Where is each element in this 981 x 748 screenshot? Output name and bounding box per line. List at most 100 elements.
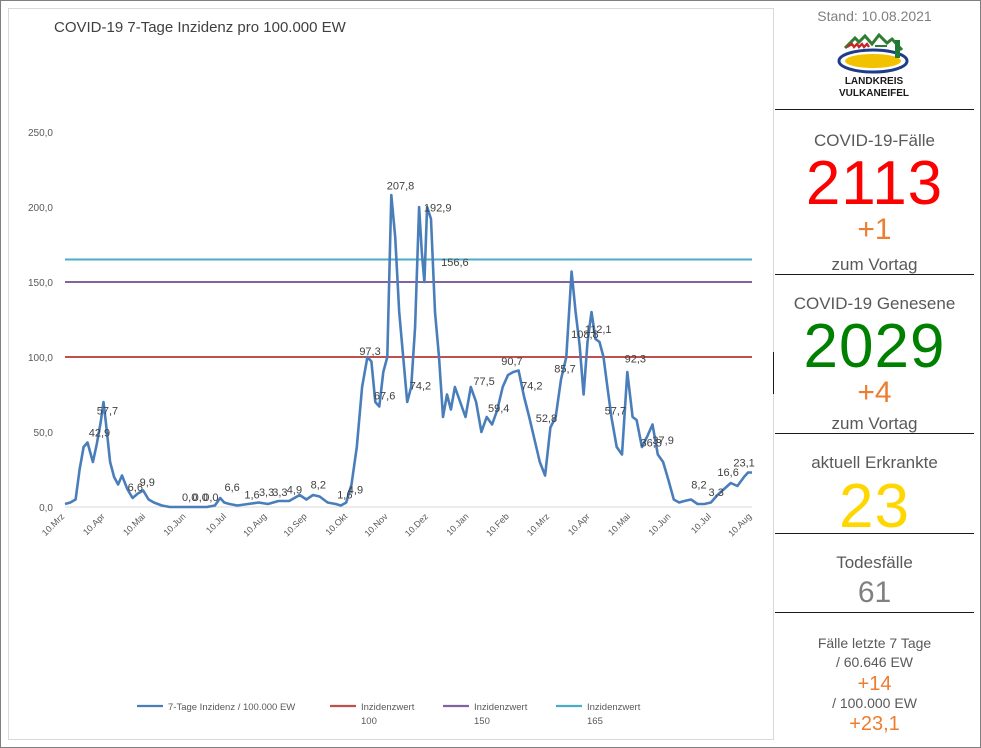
data-label: 8,2: [691, 480, 706, 492]
data-label: 52,8: [536, 413, 557, 425]
landkreis-logo-icon: LANDKREIS VULKANEIFEL: [837, 32, 909, 99]
stats-panel: Stand: 10.08.2021 LANDKREIS VULKANEIFEL …: [775, 0, 974, 748]
data-label: 6,6: [128, 482, 143, 494]
y-tick-label: 50,0: [34, 428, 54, 439]
incidence-series-line: [64, 193, 752, 509]
data-label: 85,7: [554, 363, 575, 375]
data-label: 97,3: [359, 346, 380, 358]
week-label: Fälle letzte 7 Tage: [817, 635, 932, 651]
data-label: 23,1: [733, 457, 754, 469]
logo-text-vulkaneifel: VULKANEIFEL: [839, 88, 909, 99]
data-label: 74,2: [410, 381, 431, 393]
x-tick-label: 10.Nov: [362, 511, 390, 539]
week-cases-value: +14: [857, 673, 892, 695]
separator: [775, 612, 974, 613]
data-label: 9,9: [140, 477, 155, 489]
reference-lines: [65, 258, 752, 358]
week-population-label: / 60.646 EW: [835, 654, 914, 670]
panel-divider-mark: [773, 352, 774, 394]
data-label: 156,6: [441, 257, 469, 269]
separator: [775, 109, 974, 110]
deaths-label: Todesfälle: [836, 553, 913, 572]
x-tick-label: 10.Dez: [403, 511, 431, 539]
week-per-100k-label: / 100.000 EW: [832, 695, 917, 711]
incidence-chart: COVID-19 7-Tage Inzidenz pro 100.000 EW …: [8, 8, 774, 740]
data-label: 57,7: [605, 405, 626, 417]
y-tick-label: 250,0: [28, 128, 53, 139]
legend-label: 7-Tage Inzidenz / 100.000 EW: [168, 702, 295, 713]
deaths-value: 61: [857, 576, 892, 609]
data-label: 3,3: [709, 487, 724, 499]
separator: [775, 433, 974, 434]
legend-label: Inzidenzwert: [587, 702, 641, 713]
x-tick-label: 10.Mrz: [525, 511, 552, 538]
data-label: 112,1: [585, 324, 612, 336]
data-label: 0,0: [203, 492, 218, 504]
cases-value: 2113: [805, 149, 944, 218]
data-label: 4,9: [348, 485, 363, 497]
legend-label: Inzidenzwert: [361, 702, 415, 713]
data-label: 3,3: [259, 487, 274, 499]
recovered-delta: +4: [857, 376, 892, 409]
data-label: 59,4: [488, 403, 509, 415]
data-label: 1,6: [337, 490, 352, 502]
active-label: aktuell Erkrankte: [811, 453, 938, 472]
legend-label: 150: [474, 716, 490, 727]
x-tick-label: 10.Jul: [204, 511, 228, 535]
x-tick-label: 10.Mai: [606, 511, 632, 537]
recovered-delta-label: zum Vortag: [831, 414, 918, 433]
data-label: 42,9: [89, 428, 110, 440]
x-axis: 10.Mrz 10.Apr 10.Mai 10.Jun 10.Jul 10.Aug 10.S…: [40, 506, 753, 539]
week-incidence-value: +23,1: [849, 713, 900, 735]
data-label: 37,9: [652, 435, 673, 447]
x-tick-label: 10.Aug: [726, 511, 753, 538]
data-label: 92,3: [625, 354, 646, 366]
logo-text-landkreis: LANDKREIS: [845, 76, 904, 87]
series-layer: [64, 193, 752, 509]
data-label: 57,7: [97, 405, 118, 417]
incidence-chart-svg: COVID-19 7-Tage Inzidenz pro 100.000 EW …: [28, 19, 755, 727]
data-label: 192,9: [424, 203, 452, 215]
data-label: 74,2: [521, 381, 542, 393]
data-label: 16,6: [717, 467, 738, 479]
data-label: 8,2: [311, 480, 326, 492]
y-tick-label: 0,0: [39, 503, 53, 514]
y-tick-label: 200,0: [28, 203, 53, 214]
data-label: 4,9: [287, 485, 302, 497]
y-tick-label: 150,0: [28, 278, 53, 289]
data-label: 1,6: [244, 490, 259, 502]
chart-title: COVID-19 7-Tage Inzidenz pro 100.000 EW: [54, 19, 347, 36]
y-axis: 0,0 50,0 100,0 150,0 200,0 250,0: [28, 128, 53, 514]
data-labels: 42,957,76,69,90,00,00,06,61,6 3,33,3 4,9 8,…: [89, 180, 755, 504]
data-label: 0,0: [193, 492, 208, 504]
x-tick-label: 10.Apr: [566, 511, 592, 537]
recovered-value: 2029: [803, 312, 946, 381]
data-label: 67,6: [374, 391, 395, 403]
data-label: 6,6: [224, 482, 239, 494]
x-tick-label: 10.Jun: [646, 511, 672, 537]
x-tick-label: 10.Okt: [323, 511, 349, 537]
cases-delta: +1: [857, 213, 892, 246]
cases-label: COVID-19-Fälle: [814, 131, 935, 150]
data-label: 0,0: [182, 492, 197, 504]
x-tick-label: 10.Jun: [161, 511, 187, 537]
x-tick-label: 10.Jan: [444, 511, 470, 537]
y-tick-label: 100,0: [28, 353, 53, 364]
x-tick-label: 10.Aug: [241, 511, 268, 538]
separator: [775, 533, 974, 534]
recovered-label: COVID-19 Genesene: [793, 294, 956, 313]
data-label: 207,8: [387, 180, 415, 192]
legend-label: Inzidenzwert: [474, 702, 528, 713]
x-tick-label: 10.Mrz: [40, 511, 67, 538]
data-label: 77,5: [473, 376, 494, 388]
x-tick-label: 10.Sep: [282, 511, 309, 538]
data-label: 90,7: [501, 356, 522, 368]
data-label: 108,8: [571, 329, 599, 341]
x-tick-label: 10.Mai: [121, 511, 147, 537]
legend-label: 100: [361, 716, 377, 727]
data-label: 36,3: [640, 438, 661, 450]
chart-legend: 7-Tage Inzidenz / 100.000 EW Inzidenzwert…: [137, 702, 641, 727]
cases-delta-label: zum Vortag: [831, 255, 918, 274]
legend-label: 165: [587, 716, 603, 727]
x-tick-label: 10.Apr: [81, 511, 107, 537]
